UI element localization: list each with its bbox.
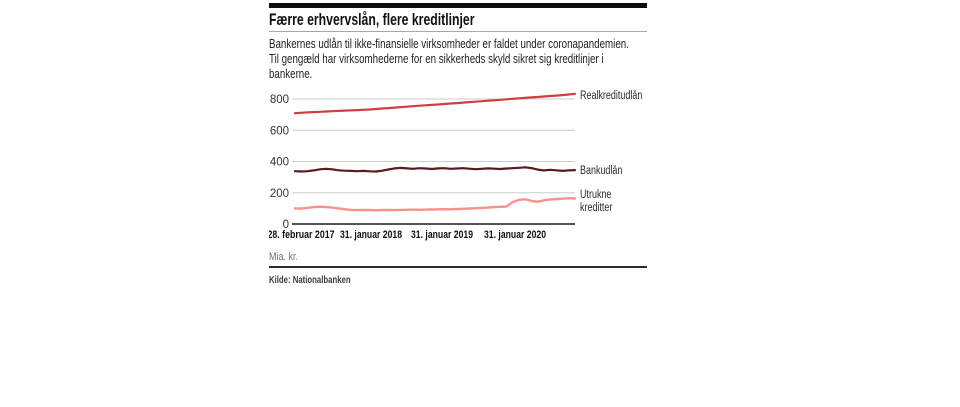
top-accent-bar (269, 3, 647, 8)
y-tick-label: 600 (270, 125, 289, 137)
x-tick-label: 31. januar 2018 (340, 229, 402, 241)
series-line-utrukne-kreditter (293, 196, 577, 212)
subtitle-line: bankerne. (269, 67, 313, 81)
chart-title-text: Færre erhvervslån, flere kreditlinjer (269, 10, 475, 29)
chart-canvas: 0 200 400 600 800 28. februar 2017 31. januar … (268, 92, 577, 241)
series-line-realkreditudlan (293, 92, 577, 115)
legend-label-realkreditudlan: Realkreditudlån (580, 90, 643, 102)
news-chart-graphic: Færre erhvervslån, flere kreditlinjer Ba… (268, 0, 647, 300)
legend-label-bankudlan: Bankudlån (580, 165, 623, 177)
x-tick-label: 31. januar 2020 (484, 229, 546, 241)
x-tick-label: 31. januar 2019 (411, 229, 473, 241)
y-tick-label: 800 (270, 94, 289, 106)
subtitle-line: Til gengæld har virksomhederne for en si… (269, 52, 604, 66)
series-line-bankudlan (293, 166, 577, 173)
unit-label: Mia. kr. (269, 251, 299, 263)
chart-title: Færre erhvervslån, flere kreditlinjer (269, 10, 647, 30)
x-tick-label: 28. februar 2017 (269, 229, 335, 241)
subtitle-line: Bankernes udlån til ikke-finansielle vir… (269, 37, 629, 51)
title-divider (269, 31, 647, 32)
legend-label-utrukne-kreditter: Utrukne kreditter (580, 189, 613, 214)
chart-subtitle: Bankernes udlån til ikke-finansielle vir… (269, 37, 647, 82)
footer-divider (269, 266, 647, 268)
source-credit: Kilde: Nationalbanken (269, 274, 351, 286)
y-tick-label: 0 (283, 219, 289, 231)
y-tick-label: 200 (270, 188, 289, 200)
chart-plot-area: 0 200 400 600 800 28. februar 2017 31. januar … (268, 86, 647, 246)
y-tick-label: 400 (270, 157, 289, 169)
